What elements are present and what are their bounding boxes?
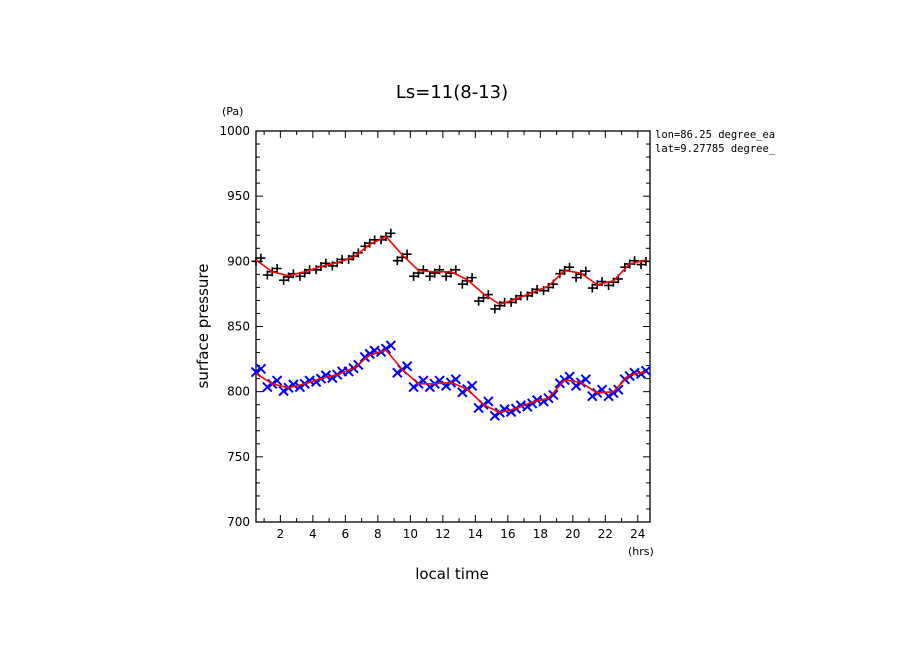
series-1-fit-line — [255, 349, 647, 414]
series-0-fit-line — [255, 235, 647, 306]
series-0-point — [409, 271, 419, 281]
x-tick-label: 22 — [598, 527, 613, 541]
series-0-point — [418, 265, 428, 275]
x-unit-label: (hrs) — [628, 545, 654, 558]
x-axis-title: local time — [415, 565, 489, 583]
series-0-point — [256, 253, 266, 263]
series-1-point — [385, 340, 397, 351]
y-tick-label: 750 — [227, 450, 250, 464]
series-1-point — [526, 398, 538, 409]
y-axis-title: surface pressure — [194, 264, 212, 389]
y-tick-label: 900 — [227, 254, 250, 268]
x-tick-label: 8 — [374, 527, 382, 541]
series-0-point — [597, 277, 607, 287]
series-0-point — [581, 266, 591, 276]
series-0-point — [392, 256, 402, 266]
series-0-point — [262, 270, 272, 280]
series-1-point — [613, 384, 624, 395]
series-1-point — [624, 370, 635, 382]
series-0-point — [441, 271, 451, 281]
series-0-point — [348, 251, 358, 261]
plot-frame — [255, 130, 651, 523]
series-1-point — [466, 380, 478, 392]
series-0-point — [279, 275, 289, 285]
series-0-point — [283, 272, 293, 282]
series-0-point — [462, 276, 472, 286]
series-1-point — [554, 377, 566, 389]
series-0-point — [327, 261, 337, 271]
series-0-point — [435, 265, 445, 275]
series-1-point — [359, 351, 371, 363]
series-1-point — [457, 387, 468, 398]
series-0-point — [402, 249, 412, 259]
x-tick-label: 4 — [309, 527, 317, 541]
y-tick-label: 1000 — [219, 124, 250, 138]
x-tick-label: 24 — [630, 527, 645, 541]
series-0-point — [272, 264, 282, 274]
x-tick-label: 10 — [403, 527, 418, 541]
series-0-point — [467, 273, 477, 283]
series-0-point — [495, 301, 505, 311]
series-0-point — [587, 283, 597, 293]
series-0-point — [571, 273, 581, 283]
series-0-point — [630, 256, 640, 266]
series-0-point — [425, 271, 435, 281]
series-1-point — [255, 363, 267, 375]
annotation-lon: lon=86.25 degree_ea — [655, 129, 775, 141]
series-1-point — [473, 402, 484, 414]
series-1-point — [635, 368, 647, 380]
x-tick-label: 14 — [468, 527, 483, 541]
series-0-point — [620, 262, 630, 272]
series-1-point — [408, 381, 419, 393]
y-tick-label: 800 — [227, 385, 250, 399]
annotation-lat: lat=9.27785 degree_ — [655, 143, 776, 155]
series-1-point — [608, 387, 619, 399]
series-1-point — [401, 361, 413, 372]
x-tick-label: 2 — [277, 527, 285, 541]
series-1-point — [392, 367, 403, 378]
x-tick-label: 16 — [500, 527, 515, 541]
series-0-point — [555, 269, 565, 279]
series-0-point — [430, 268, 440, 278]
series-0-point — [565, 262, 575, 272]
series-0-point — [386, 228, 396, 238]
series-1-point — [587, 391, 598, 402]
chart-title: Ls=11(8-13) — [396, 82, 508, 103]
series-1-point — [640, 365, 652, 377]
y-unit-label: (Pa) — [222, 105, 243, 118]
series-1-point — [450, 374, 462, 385]
series-0-point — [490, 304, 500, 314]
x-tick-label: 6 — [342, 527, 350, 541]
plot-area: 2 4 6 8 10 12 14 16 18 20 22 2470075080085090095010… — [219, 124, 652, 541]
x-tick-label: 18 — [533, 527, 548, 541]
x-tick-label: 20 — [565, 527, 580, 541]
series-1-point — [548, 389, 559, 401]
series-0-point — [474, 296, 484, 306]
y-tick-label: 700 — [227, 515, 250, 529]
series-1-point — [262, 381, 273, 393]
x-tick-label: 12 — [435, 527, 450, 541]
y-tick-label: 850 — [227, 320, 250, 334]
series-1-point — [603, 391, 614, 402]
series-0-point — [321, 258, 331, 268]
series-1-point — [580, 374, 592, 385]
series-1-point — [483, 396, 494, 407]
y-tick-label: 950 — [227, 189, 250, 203]
series-0-point — [451, 265, 461, 275]
series-0-point — [457, 279, 467, 289]
series-1-point — [489, 410, 501, 421]
